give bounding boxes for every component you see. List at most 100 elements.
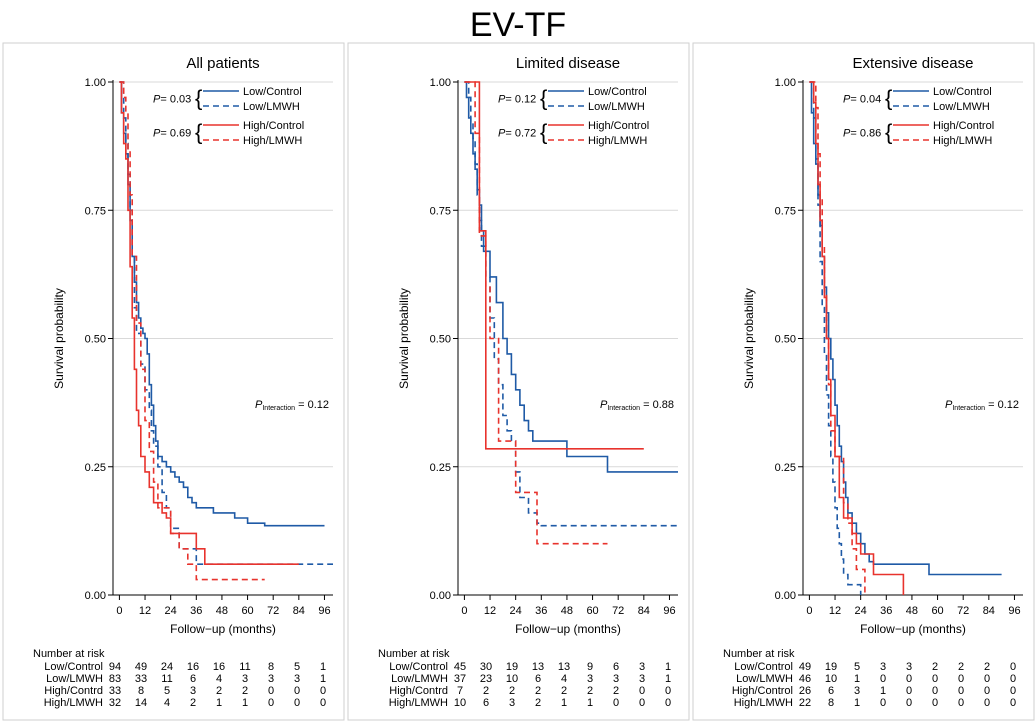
risk-cell: 7	[457, 685, 463, 697]
risk-cell: 2	[483, 685, 489, 697]
risk-cell: 2	[613, 685, 619, 697]
p-number: = 0.12	[505, 94, 536, 106]
y-tick-label: 0.00	[430, 590, 451, 602]
y-tick-label: 0.25	[85, 462, 106, 474]
series-line-low-control	[464, 81, 678, 473]
panel-frame	[2, 42, 345, 721]
brace: {	[540, 86, 547, 111]
brace: {	[885, 120, 892, 145]
risk-cell: 0	[1010, 697, 1016, 709]
risk-cell: 0	[268, 685, 274, 697]
x-tick-label: 36	[880, 605, 892, 617]
risk-cell: 3	[268, 673, 274, 685]
legend-label: High/LMWH	[588, 135, 647, 147]
x-tick-label: 24	[165, 605, 177, 617]
risk-cell: 2	[932, 661, 938, 673]
y-tick-label: 0.25	[430, 462, 451, 474]
risk-cell: 3	[190, 685, 196, 697]
risk-cell: 32	[109, 697, 121, 709]
p-value: P= 0.12	[498, 94, 536, 106]
x-axis-label: Follow−up (months)	[515, 622, 621, 636]
risk-cell: 2	[984, 661, 990, 673]
risk-cell: 16	[213, 661, 225, 673]
risk-cell: 0	[320, 685, 326, 697]
p-interaction-symbol: P	[600, 399, 608, 411]
risk-cell: 49	[135, 661, 147, 673]
risk-cell: 26	[799, 685, 811, 697]
risk-cell: 0	[294, 697, 300, 709]
p-number: = 0.69	[160, 128, 191, 140]
panel-frame	[692, 42, 1035, 721]
risk-cell: 3	[639, 661, 645, 673]
legend-label: Low/Control	[243, 86, 302, 98]
x-tick-label: 72	[267, 605, 279, 617]
risk-cell: 1	[665, 661, 671, 673]
p-value: P= 0.04	[843, 94, 881, 106]
x-tick-label: 96	[663, 605, 675, 617]
x-tick-label: 84	[638, 605, 650, 617]
risk-cell: 0	[984, 673, 990, 685]
risk-cell: 0	[639, 685, 645, 697]
risk-cell: 1	[880, 685, 886, 697]
risk-cell: 0	[320, 697, 326, 709]
risk-cell: 10	[825, 673, 837, 685]
brace: {	[885, 86, 892, 111]
risk-cell: 0	[880, 673, 886, 685]
risk-cell: 23	[480, 673, 492, 685]
p-number: = 0.72	[505, 128, 536, 140]
risk-cell: 22	[799, 697, 811, 709]
series-line-low-control	[119, 81, 325, 527]
x-tick-label: 72	[957, 605, 969, 617]
risk-cell: 10	[454, 697, 466, 709]
y-tick-label: 1.00	[775, 77, 796, 89]
p-interaction-value: = 0.12	[295, 399, 329, 411]
p-symbol: P	[498, 94, 506, 106]
risk-row-label: High/LMWH	[389, 697, 448, 709]
risk-row-label: Low/Control	[44, 661, 103, 673]
risk-cell: 94	[109, 661, 121, 673]
risk-cell: 5	[294, 661, 300, 673]
series-line-high-control	[119, 81, 299, 565]
risk-cell: 0	[932, 673, 938, 685]
legend-label: High/LMWH	[933, 135, 992, 147]
y-tick-label: 0.50	[85, 334, 106, 346]
y-axis-label: Survival probability	[742, 288, 756, 389]
risk-cell: 0	[268, 697, 274, 709]
risk-cell: 11	[161, 673, 172, 685]
risk-cell: 14	[135, 697, 147, 709]
risk-row-label: Low/Control	[734, 661, 793, 673]
brace: {	[195, 120, 202, 145]
p-number: = 0.03	[160, 94, 191, 106]
risk-cell: 2	[216, 685, 222, 697]
risk-cell: 0	[906, 697, 912, 709]
series-line-low-lmwh	[809, 81, 862, 595]
risk-cell: 3	[854, 685, 860, 697]
risk-cell: 3	[587, 673, 593, 685]
risk-cell: 0	[294, 685, 300, 697]
x-axis-label: Follow−up (months)	[170, 622, 276, 636]
risk-cell: 37	[454, 673, 466, 685]
panel-title: All patients	[186, 55, 259, 72]
risk-cell: 5	[164, 685, 170, 697]
legend-label: Low/LMWH	[933, 101, 990, 113]
risk-cell: 11	[239, 661, 250, 673]
risk-cell: 24	[161, 661, 173, 673]
risk-cell: 8	[268, 661, 274, 673]
risk-cell: 19	[506, 661, 518, 673]
y-tick-label: 0.75	[85, 205, 106, 217]
brace: {	[195, 86, 202, 111]
series-line-high-lmwh	[119, 81, 265, 581]
x-tick-label: 24	[855, 605, 867, 617]
risk-cell: 9	[587, 661, 593, 673]
x-tick-label: 12	[484, 605, 496, 617]
risk-cell: 3	[906, 661, 912, 673]
risk-cell: 4	[561, 673, 567, 685]
risk-cell: 2	[535, 697, 541, 709]
x-tick-label: 0	[116, 605, 122, 617]
panel-frame	[347, 42, 690, 721]
series-line-high-control	[809, 81, 905, 595]
risk-cell: 0	[880, 697, 886, 709]
series-line-low-lmwh	[119, 81, 333, 565]
